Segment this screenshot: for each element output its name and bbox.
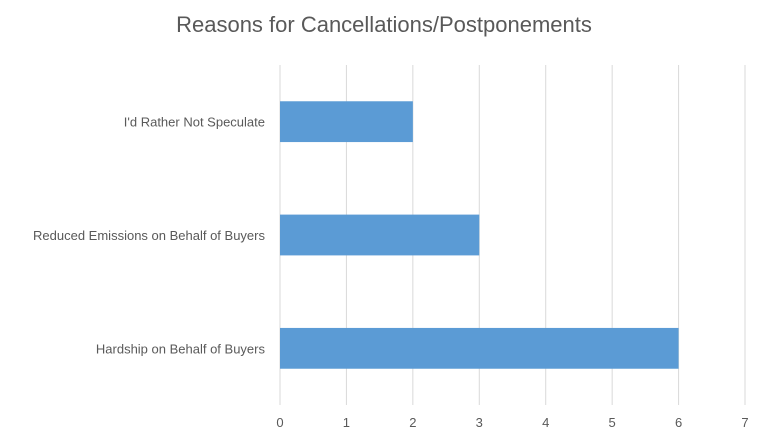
x-tick-label: 2 xyxy=(409,415,416,430)
bar xyxy=(280,327,679,369)
x-tick-label: 1 xyxy=(343,415,350,430)
x-tick-label: 4 xyxy=(542,415,549,430)
x-tick-label: 5 xyxy=(609,415,616,430)
x-tick-labels: 0 1 2 3 4 5 6 7 xyxy=(276,415,748,430)
category-label: Hardship on Behalf of Buyers xyxy=(96,341,266,356)
bars xyxy=(280,101,679,369)
x-tick-label: 6 xyxy=(675,415,682,430)
category-label: Reduced Emissions on Behalf of Buyers xyxy=(33,228,265,243)
x-tick-label: 3 xyxy=(476,415,483,430)
bar xyxy=(280,101,413,143)
x-tick-label: 0 xyxy=(276,415,283,430)
category-label: I'd Rather Not Speculate xyxy=(124,115,265,130)
category-labels: I'd Rather Not Speculate Reduced Emission… xyxy=(33,115,265,357)
x-tick-label: 7 xyxy=(741,415,748,430)
chart-title: Reasons for Cancellations/Postponements xyxy=(176,12,592,37)
bar xyxy=(280,214,480,256)
